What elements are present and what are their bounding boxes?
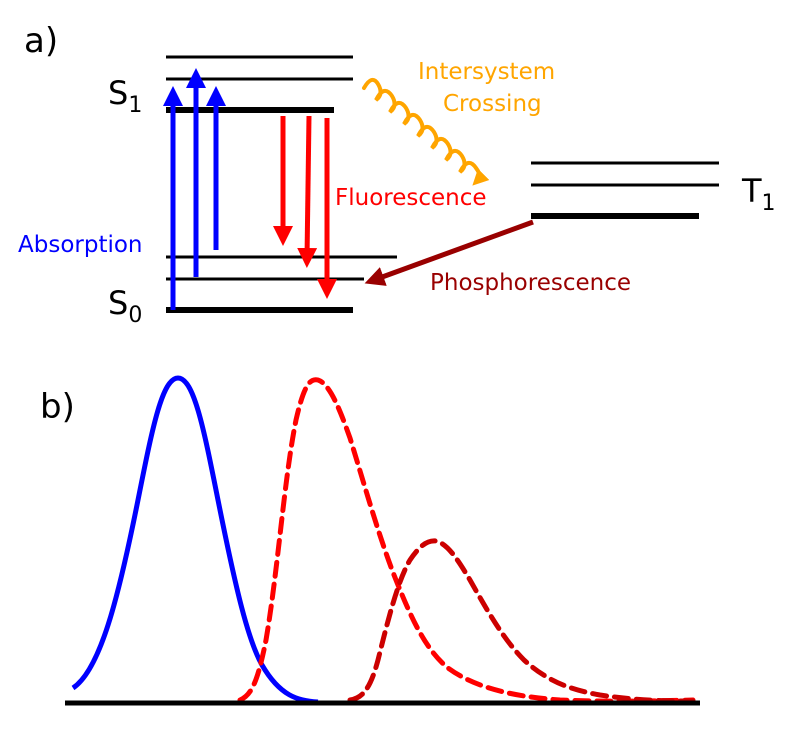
fluorescence-label: Fluorescence [335, 185, 487, 211]
phosphorescence-arrow [364, 219, 534, 286]
s0-label: S0 [108, 284, 142, 328]
t1-label: T1 [741, 172, 776, 216]
absorption-label: Absorption [18, 232, 143, 258]
intersystem-crossing-arrow [362, 77, 490, 186]
fluorescence-arrows [273, 115, 337, 299]
isc-label-line2: Crossing [443, 91, 542, 117]
phosphorescence-label: Phosphorescence [430, 270, 631, 296]
panel-a-label: a) [24, 21, 58, 61]
absorption-arrows [163, 68, 226, 310]
s1-label: S1 [108, 74, 142, 118]
panel-a: a) S1 S0 T1 Absorption [18, 21, 776, 328]
isc-label-line1: Intersystem [418, 59, 555, 85]
fluorescence-arrow-2 [297, 115, 318, 268]
panel-b: b) [40, 375, 700, 706]
panel-b-label: b) [40, 387, 75, 427]
phosphorescence-spectrum-curve [347, 538, 696, 704]
s0-levels [166, 255, 397, 313]
t1-levels [531, 161, 719, 219]
fluorescence-spectrum-curve [237, 377, 696, 704]
